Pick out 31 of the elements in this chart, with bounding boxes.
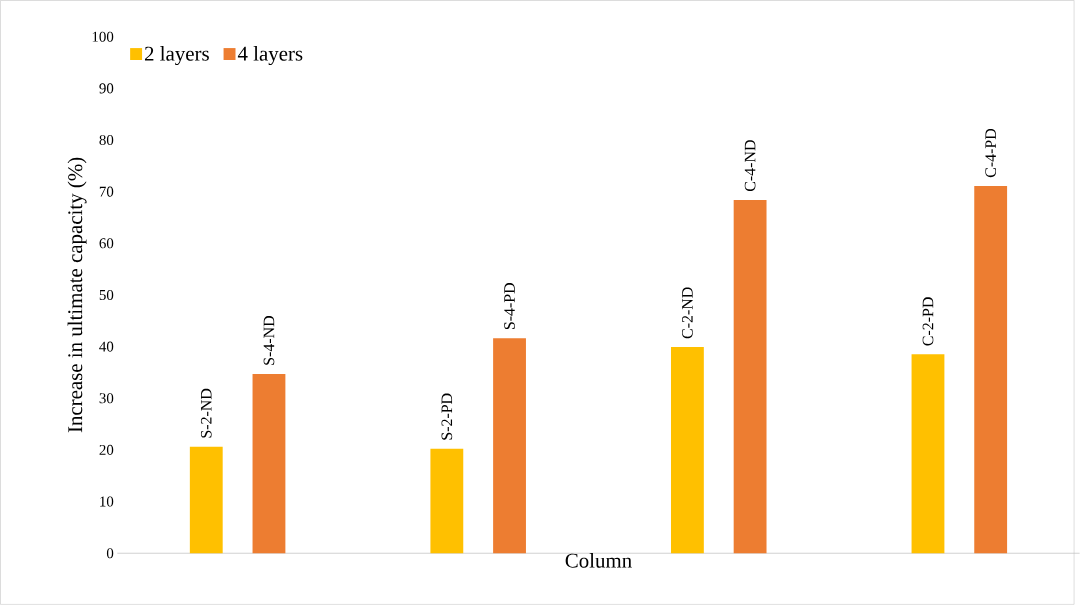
y-tick-label: 50 bbox=[99, 289, 114, 301]
y-tick-label: 20 bbox=[99, 444, 114, 455]
y-tick-label: 80 bbox=[99, 135, 114, 146]
y-tick-label: 0 bbox=[106, 548, 114, 559]
annotation: S-4-PD bbox=[504, 283, 515, 330]
bar bbox=[493, 338, 526, 554]
annotation: S-2-ND bbox=[200, 388, 212, 438]
legend-label: 4 layers bbox=[237, 46, 303, 66]
y-axis-title: Increase in ultimate capacity (%) bbox=[67, 157, 87, 433]
bar bbox=[189, 446, 223, 554]
bar bbox=[252, 374, 286, 554]
x-axis-title: Column bbox=[565, 553, 632, 568]
bar bbox=[974, 186, 1008, 554]
y-tick-label: 30 bbox=[99, 393, 114, 404]
bar bbox=[430, 448, 464, 554]
y-tick-label: 40 bbox=[99, 341, 114, 352]
y-tick-label: 10 bbox=[100, 496, 114, 507]
y-tick-label: 60 bbox=[99, 238, 114, 249]
annotation: C-4-PD bbox=[985, 128, 997, 178]
annotation: C-2-ND bbox=[682, 287, 693, 339]
annotation: S-4-ND bbox=[263, 316, 275, 365]
y-tick-label: 100 bbox=[92, 31, 114, 42]
legend-label: 2 layers bbox=[144, 46, 209, 66]
bar bbox=[911, 354, 945, 554]
bar bbox=[733, 199, 767, 554]
bar bbox=[670, 347, 704, 554]
annotation: C-2-PD bbox=[922, 297, 934, 346]
y-tick-label: 70 bbox=[99, 186, 114, 197]
y-tick-label: 90 bbox=[99, 83, 114, 94]
annotation: S-2-PD bbox=[441, 393, 453, 440]
annotation: C-4-ND bbox=[744, 140, 756, 192]
